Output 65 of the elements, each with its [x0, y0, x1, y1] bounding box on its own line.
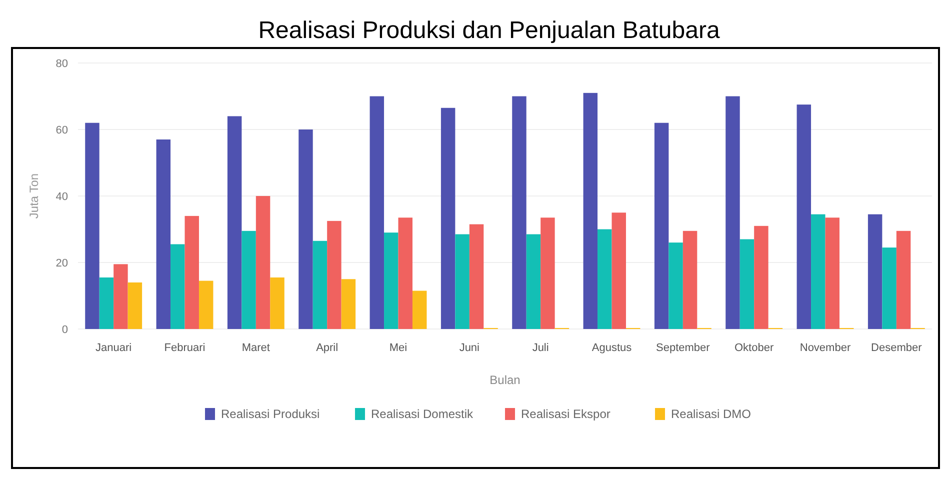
- legend-label: Realisasi DMO: [671, 407, 752, 422]
- bar: [198, 280, 214, 329]
- bar: [114, 264, 128, 329]
- bar: [170, 244, 185, 329]
- x-tick-label: Mei: [389, 342, 408, 354]
- bar: [227, 116, 242, 329]
- bar: [398, 218, 412, 329]
- bar: [882, 248, 896, 329]
- x-tick-label: September: [656, 342, 710, 354]
- bar: [682, 230, 698, 329]
- bar: [184, 216, 199, 329]
- bar: [85, 122, 100, 329]
- bar: [384, 232, 398, 329]
- x-tick-label: Januari: [96, 342, 132, 354]
- x-tick-label: Desember: [871, 342, 922, 354]
- bar: [654, 122, 669, 329]
- bar: [825, 218, 840, 329]
- bar: [440, 108, 456, 329]
- legend-label: Realisasi Ekspor: [521, 407, 610, 422]
- bar: [469, 224, 484, 329]
- x-tick-label: Oktober: [734, 342, 774, 354]
- x-axis-title: Bulan: [490, 373, 520, 387]
- bar: [370, 96, 384, 329]
- bar: [796, 104, 812, 329]
- bar: [298, 130, 313, 329]
- bar: [455, 234, 470, 329]
- bar: [598, 229, 612, 329]
- bar: [512, 96, 526, 329]
- bar: [156, 139, 171, 329]
- bar: [312, 240, 328, 329]
- x-tick-label: Agustus: [592, 342, 632, 354]
- x-tick-label: Juli: [532, 342, 549, 354]
- bar: [811, 214, 826, 329]
- bar: [754, 226, 768, 329]
- x-tick-label: Juni: [459, 342, 480, 354]
- bar: [270, 277, 284, 329]
- x-tick-label: April: [316, 342, 338, 354]
- legend-label: Realisasi Produksi: [221, 407, 320, 422]
- bar: [896, 230, 911, 329]
- bar: [327, 220, 342, 329]
- bar: [612, 212, 626, 329]
- y-tick-label: 20: [56, 257, 68, 270]
- y-tick-label: 80: [56, 58, 68, 70]
- bar: [526, 234, 541, 329]
- bar: [540, 218, 555, 329]
- y-tick-label: 40: [56, 190, 68, 203]
- x-tick-label: November: [800, 342, 851, 354]
- bar: [242, 230, 256, 329]
- bar: [868, 214, 882, 329]
- bar: [668, 242, 683, 329]
- bar: [256, 196, 270, 329]
- y-tick-label: 60: [56, 124, 68, 136]
- y-tick-label: 0: [62, 324, 68, 336]
- bar: [99, 277, 114, 329]
- x-tick-label: Februari: [164, 342, 206, 354]
- chart-title: Realisasi Produksi dan Penjualan Batubara: [258, 17, 720, 44]
- bar: [740, 239, 754, 329]
- legend-label: Realisasi Domestik: [371, 407, 474, 422]
- y-axis-title: Juta Ton: [27, 173, 41, 219]
- bar: [128, 282, 142, 329]
- bar: [412, 290, 427, 329]
- bar: [341, 279, 356, 329]
- bar: [726, 96, 740, 329]
- x-tick-label: Maret: [242, 342, 270, 354]
- bar: [583, 92, 598, 329]
